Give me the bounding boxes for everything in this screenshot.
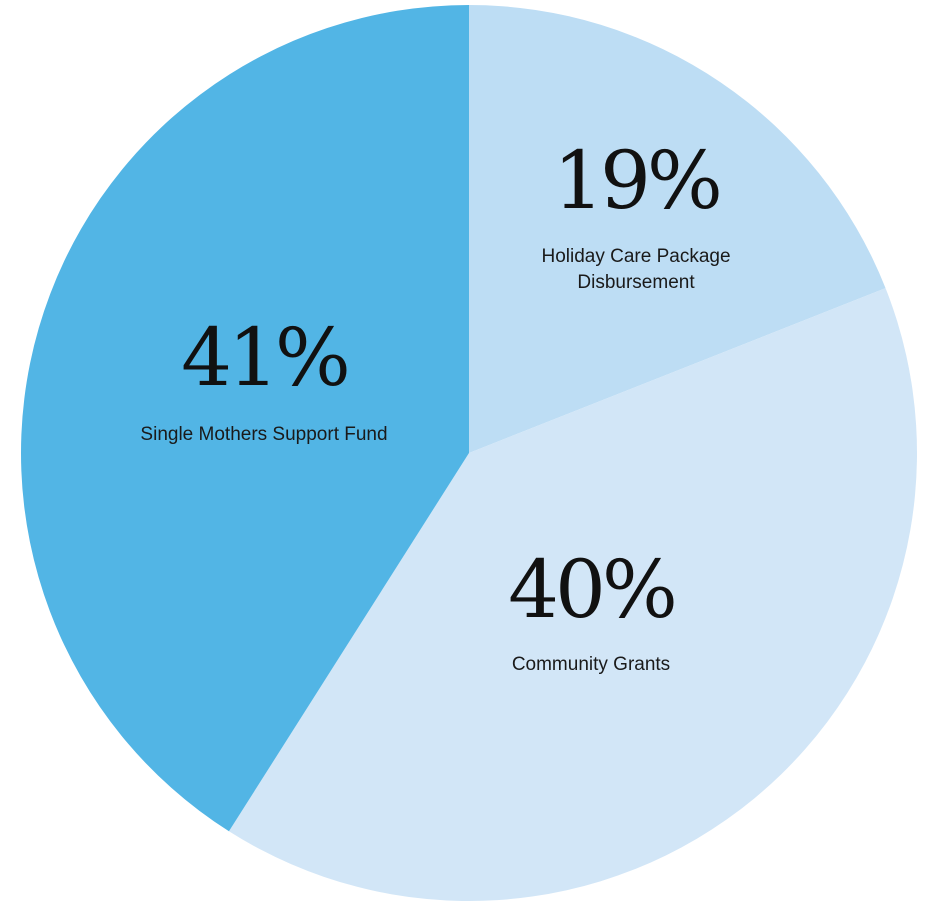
pie-slices	[20, 5, 918, 902]
pie-slice-1	[469, 5, 886, 453]
pie-slice-3	[20, 5, 469, 832]
slice-percent-label: 19%	[553, 134, 719, 227]
slice-percent-label: 40%	[508, 543, 674, 636]
pie-labels: 19% Holiday Care Package Disbursement 40% Co…	[140, 134, 730, 675]
slice-percent-label: 41%	[181, 311, 347, 404]
slice-name-label: Single Mothers Support Fund	[140, 424, 387, 445]
slice-name-label: Community Grants	[512, 654, 670, 675]
pie-slice-2	[228, 288, 918, 902]
slice-name-label: Disbursement	[577, 272, 695, 293]
slice-name-label: Holiday Care Package	[541, 246, 730, 267]
